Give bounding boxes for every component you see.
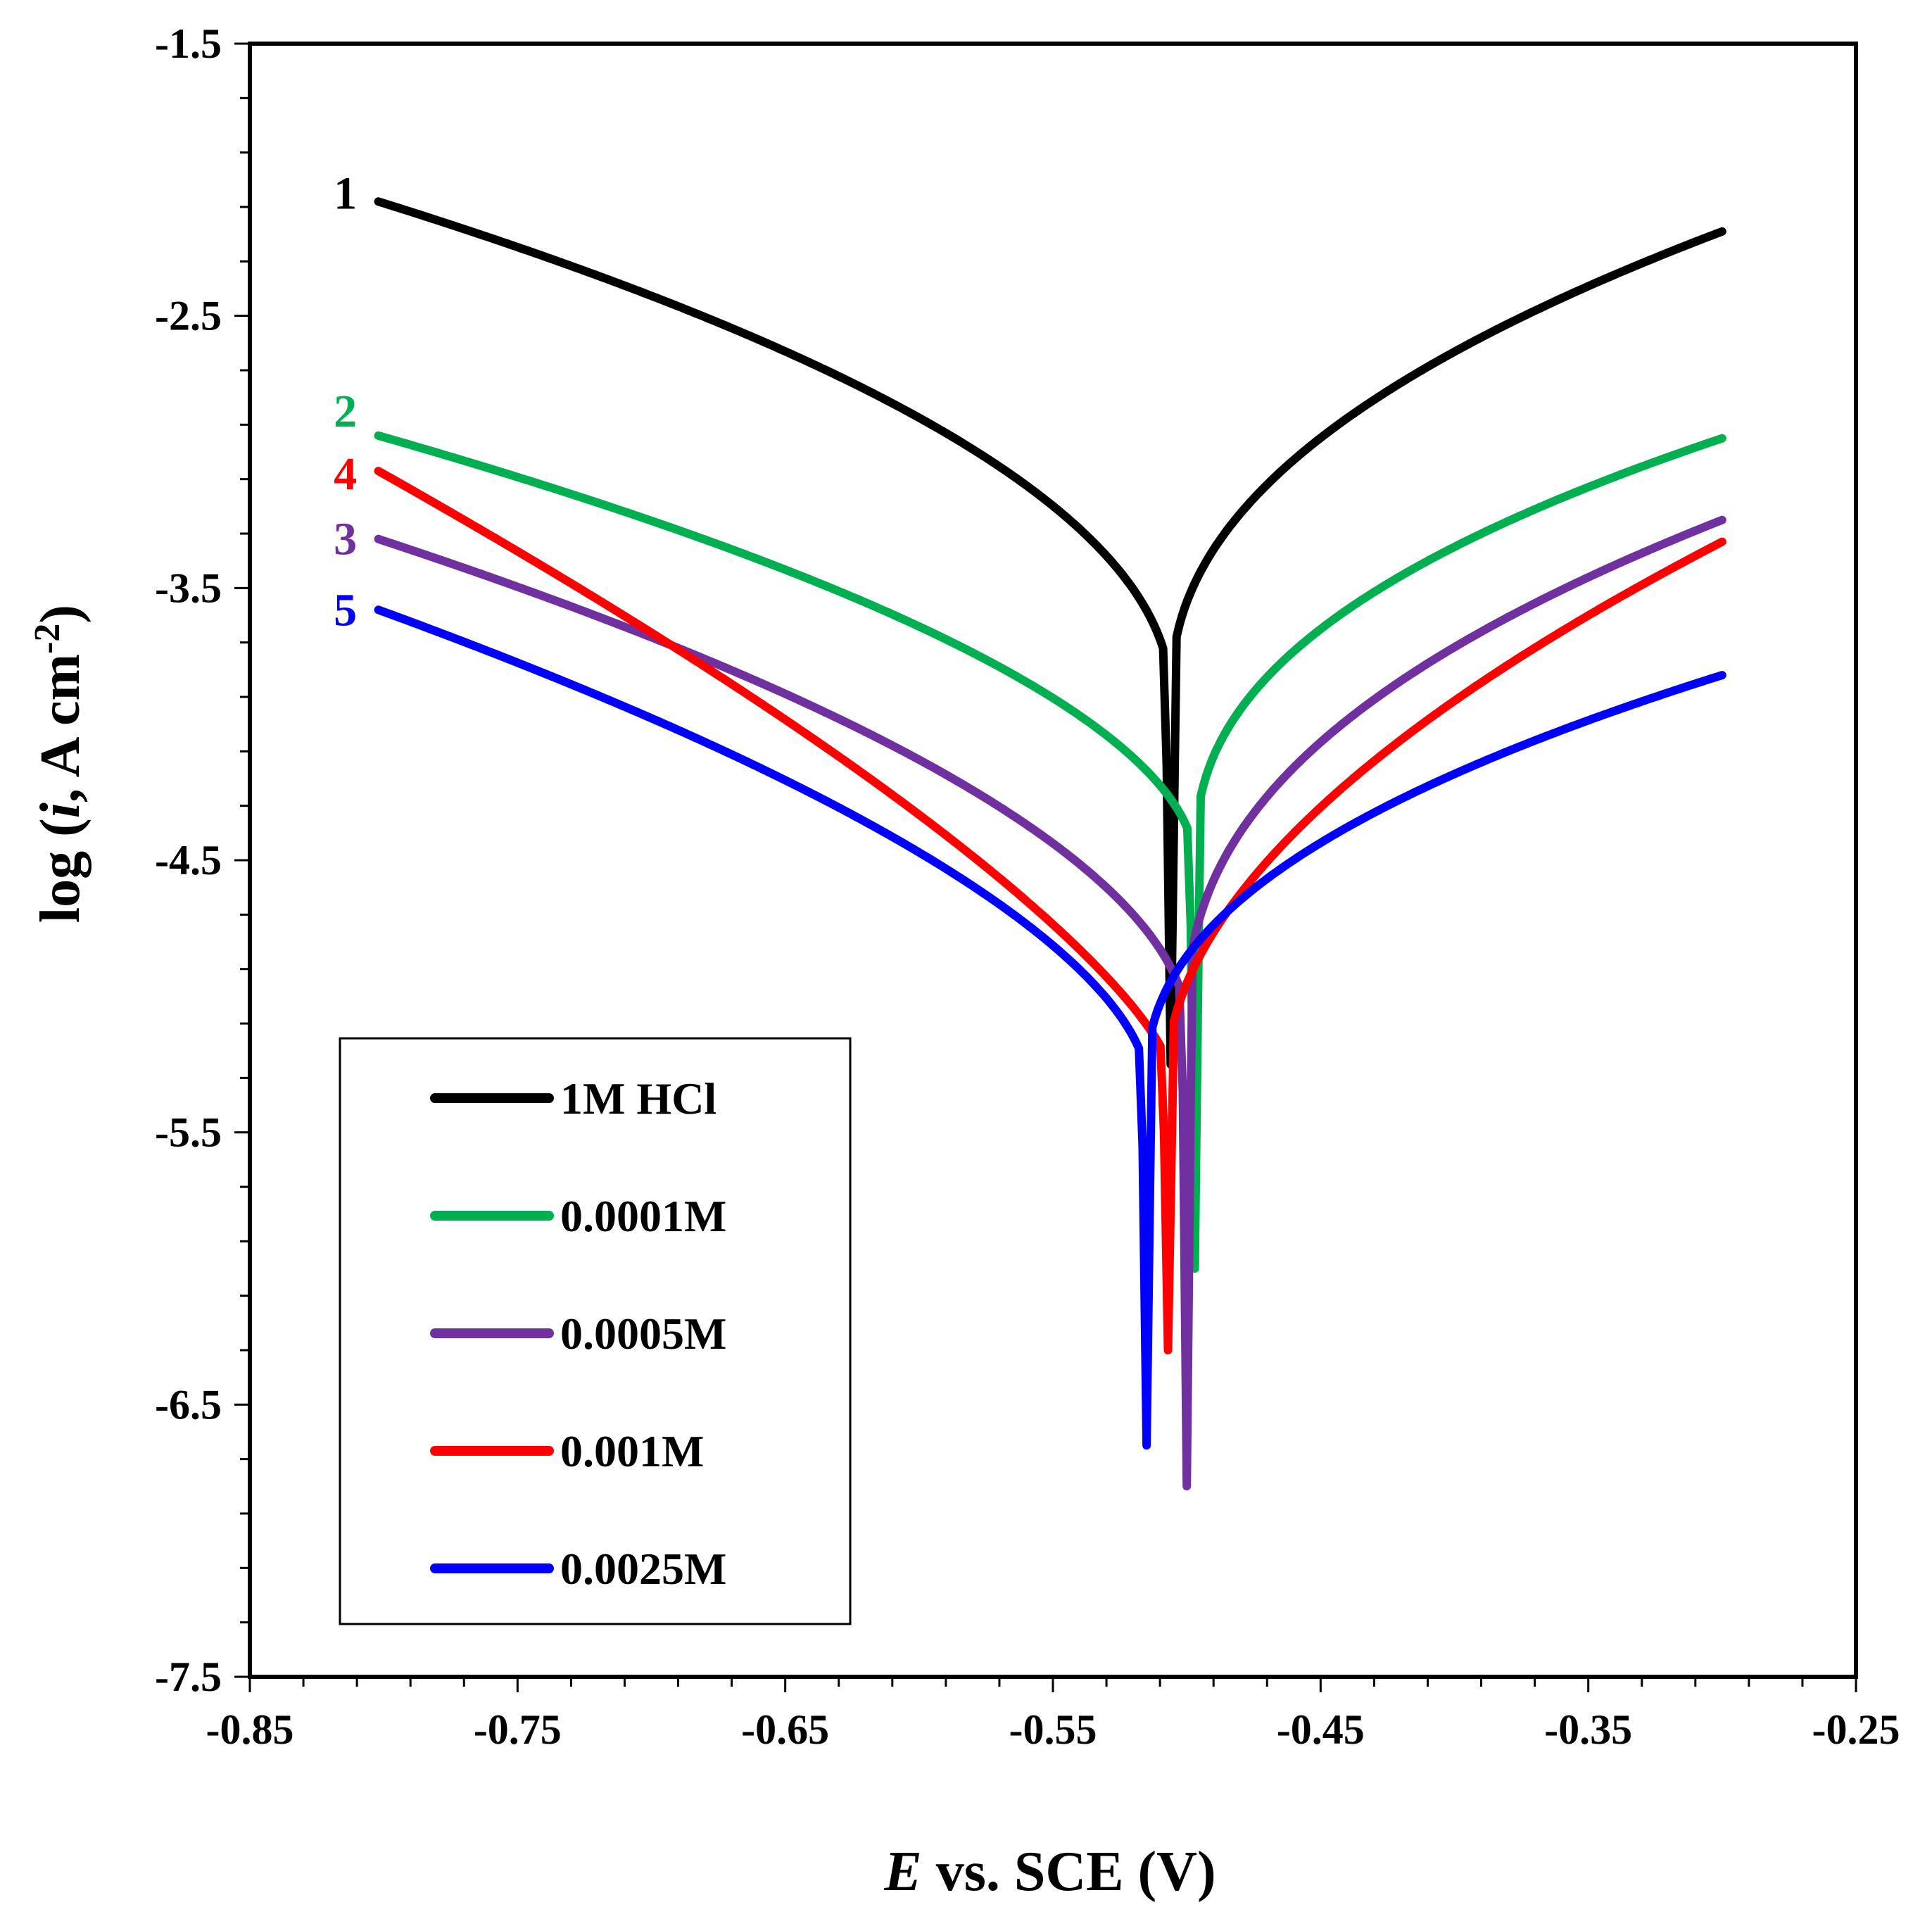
curve-labels: 1 2 3 4 5 xyxy=(334,168,357,636)
y-tick-labels: -1.5 -2.5 -3.5 -4.5 -5.5 -6.5 -7.5 xyxy=(155,20,222,1700)
x-axis-title: E vs. SCE (V) xyxy=(883,1841,1216,1903)
series-line-4 xyxy=(374,467,1726,1354)
curve-label-4: 4 xyxy=(334,448,357,500)
curve-label-3: 3 xyxy=(334,514,357,565)
legend-label-3: 0.0005M xyxy=(560,1309,726,1359)
legend-label-5: 0.0025M xyxy=(560,1544,726,1594)
curve-label-1: 1 xyxy=(334,168,357,220)
legend-box xyxy=(339,1037,852,1625)
legend: 1M HCl 0.0001M 0.0005M 0.001M 0.0025M xyxy=(339,1037,852,1625)
series-line-2 xyxy=(374,431,1726,1273)
curves-group xyxy=(374,197,1726,1491)
y-tick-label: -4.5 xyxy=(155,837,222,883)
series-line-1 xyxy=(374,197,1726,1069)
y-tick-label: -3.5 xyxy=(155,565,222,611)
x-tick-label: -0.75 xyxy=(474,1706,562,1753)
x-tick-label: -0.85 xyxy=(206,1706,294,1753)
x-tick-label: -0.25 xyxy=(1812,1706,1900,1753)
series-line-5 xyxy=(374,605,1726,1450)
y-tick-label: -7.5 xyxy=(155,1654,222,1700)
curve-label-2: 2 xyxy=(334,386,357,437)
y-tick-label: -5.5 xyxy=(155,1109,222,1156)
y-tick-label: -2.5 xyxy=(155,293,222,339)
x-tick-label: -0.35 xyxy=(1544,1706,1632,1753)
y-tick-label: -1.5 xyxy=(155,20,222,67)
x-tick-label: -0.65 xyxy=(741,1706,829,1753)
curve-label-5: 5 xyxy=(334,584,357,636)
y-tick-label: -6.5 xyxy=(155,1381,222,1428)
series-line-3 xyxy=(374,515,1726,1491)
x-tick-label: -0.55 xyxy=(1009,1706,1097,1753)
x-tick-label: -0.45 xyxy=(1277,1706,1365,1753)
x-tick-labels: -0.85 -0.75 -0.65 -0.55 -0.45 -0.35 -0.25 xyxy=(206,1706,1900,1753)
legend-label-1: 1M HCl xyxy=(560,1074,716,1124)
y-axis-title: log (i, A cm-2) xyxy=(27,605,92,923)
plot-frame xyxy=(248,42,1858,1679)
legend-label-2: 0.0001M xyxy=(560,1191,726,1241)
legend-label-4: 0.001M xyxy=(560,1426,704,1476)
